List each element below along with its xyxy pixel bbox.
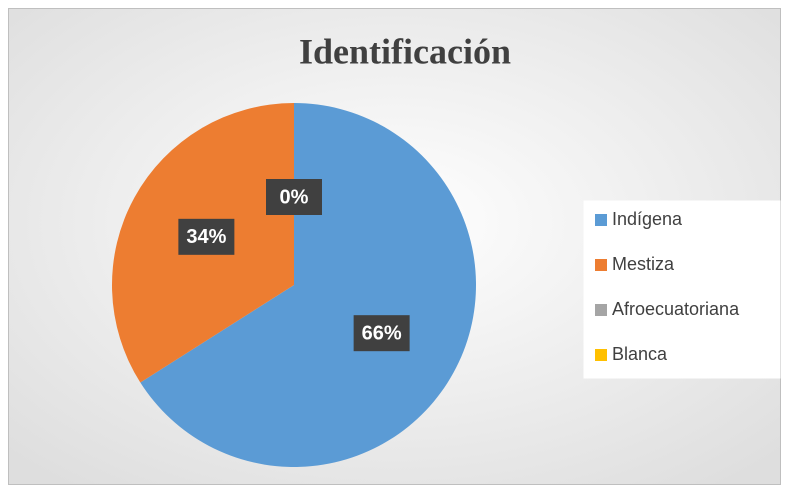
data-label: 66%	[362, 322, 402, 344]
legend-label: Blanca	[612, 344, 668, 364]
legend-label: Afroecuatoriana	[612, 299, 740, 319]
data-label: 34%	[186, 226, 226, 248]
pie-slice	[140, 103, 477, 468]
legend-swatch	[595, 304, 607, 316]
legend-label: Indígena	[612, 209, 683, 229]
legend-swatch	[595, 214, 607, 226]
legend-swatch	[595, 259, 607, 271]
legend-swatch	[595, 349, 607, 361]
data-label: 0%	[280, 186, 309, 208]
data-label-box	[178, 218, 235, 255]
data-label-box	[266, 179, 322, 215]
legend-box	[583, 200, 781, 379]
data-label-box	[353, 315, 410, 352]
legend-label: Mestiza	[612, 254, 675, 274]
chart-title: Identificación	[299, 31, 511, 71]
